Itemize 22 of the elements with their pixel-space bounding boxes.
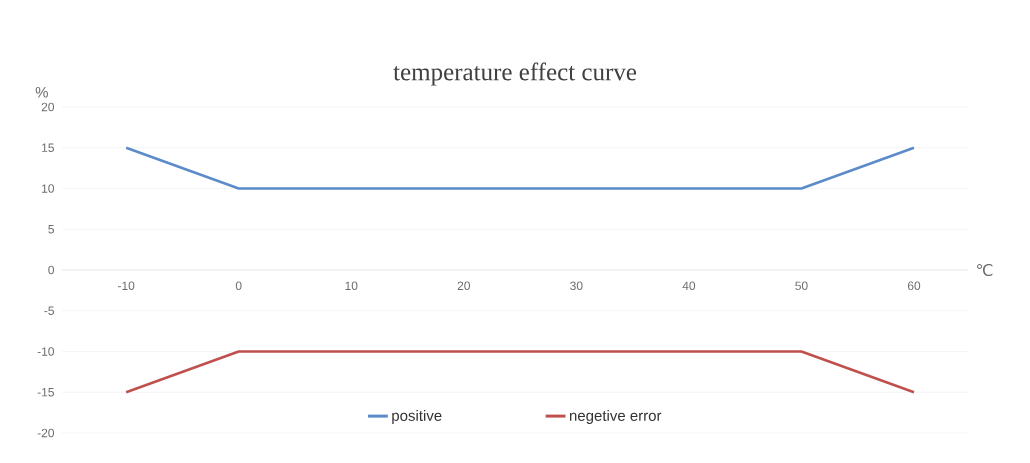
y-axis-title: % xyxy=(35,86,48,98)
y-tick-label: 10 xyxy=(42,184,55,193)
x-tick-label: 20 xyxy=(457,281,470,291)
y-tick-label: -15 xyxy=(37,388,54,397)
x-tick-label: -10 xyxy=(118,281,135,291)
x-tick-label: 10 xyxy=(345,281,358,291)
y-tick-label: 5 xyxy=(48,225,54,234)
legend-label: negetive error xyxy=(569,409,662,424)
x-tick-label: 40 xyxy=(682,281,696,291)
y-tick-label: -20 xyxy=(37,428,55,438)
y-tick-label: -5 xyxy=(44,306,54,315)
x-tick-label: 60 xyxy=(907,281,921,291)
legend-label: positive xyxy=(392,409,442,424)
y-tick-label: 0 xyxy=(48,265,55,275)
x-tick-label: 30 xyxy=(570,281,583,291)
x-tick-label: 0 xyxy=(235,281,242,291)
y-tick-label: 15 xyxy=(42,143,54,152)
y-tick-label: 20 xyxy=(41,102,55,112)
chart-title: temperature effect curve xyxy=(393,62,637,86)
y-tick-label: -10 xyxy=(37,347,55,356)
x-axis-title: ℃ xyxy=(977,263,993,277)
x-tick-label: 50 xyxy=(795,281,808,291)
